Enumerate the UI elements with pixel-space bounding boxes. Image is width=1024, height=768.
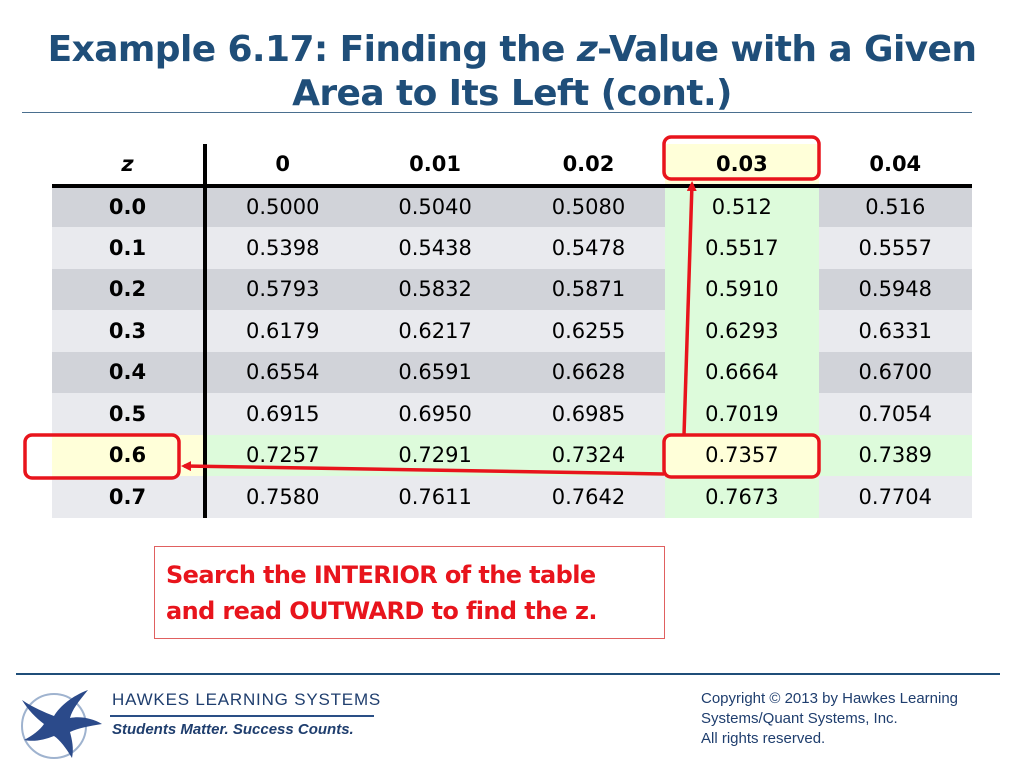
table-cell: 0.6179 xyxy=(205,310,359,352)
table-cell: 0.7611 xyxy=(358,476,512,518)
brand-name: HAWKES LEARNING SYSTEMS xyxy=(112,690,382,709)
table-row: 0.2 0.5793 0.5832 0.5871 0.5910 0.5948 xyxy=(52,268,972,310)
table-cell: 0.5793 xyxy=(205,268,359,310)
copyright-line-3: All rights reserved. xyxy=(701,730,826,747)
z-table: z 0 0.01 0.02 0.03 0.04 0.0 0.5000 0.5040 0… xyxy=(52,144,972,518)
table-cell: 0.6554 xyxy=(205,351,359,393)
table-cell: 0.6217 xyxy=(358,310,512,352)
slide-title: Example 6.17: Finding the z-Value with a… xyxy=(40,28,984,116)
table-cell: 0.5000 xyxy=(205,185,359,227)
table-cell: 0.5517 xyxy=(665,227,819,269)
brand-tagline: Students Matter. Success Counts. xyxy=(112,721,354,738)
table-cell: 0.6591 xyxy=(358,351,512,393)
row-z-label: 0.3 xyxy=(52,310,207,352)
table-cell: 0.6985 xyxy=(511,393,666,435)
table-cell: 0.6255 xyxy=(511,310,666,352)
table-cell: 0.5871 xyxy=(511,268,666,310)
table-cell: 0.7291 xyxy=(358,434,512,476)
table-cell: 0.6915 xyxy=(205,393,359,435)
title-line-2: Area to Its Left (cont.) xyxy=(292,73,732,114)
table-cell: 0.7642 xyxy=(511,476,666,518)
table-row: 0.1 0.5398 0.5438 0.5478 0.5517 0.5557 xyxy=(52,227,972,269)
brand-underline xyxy=(110,715,374,717)
table-cell: 0.5832 xyxy=(358,268,512,310)
table-row: 0.7 0.7580 0.7611 0.7642 0.7673 0.7704 xyxy=(52,476,972,518)
row-z-label: 0.7 xyxy=(52,476,207,518)
row-z-label: 0.4 xyxy=(52,351,207,393)
table-cell: 0.5478 xyxy=(511,227,666,269)
column-header: 0 xyxy=(205,144,359,186)
row-z-label: 0.1 xyxy=(52,227,207,269)
title-z-variable: z xyxy=(576,29,598,70)
row-z-label: 0.2 xyxy=(52,268,207,310)
column-header: 0.02 xyxy=(511,144,666,186)
z-column-header: z xyxy=(52,144,207,186)
z-table-header-row: z 0 0.01 0.02 0.03 0.04 xyxy=(52,144,972,186)
instruction-callout: Search the INTERIOR of the table and rea… xyxy=(154,546,665,639)
table-cell: 0.7019 xyxy=(665,393,819,435)
table-cell: 0.7257 xyxy=(205,434,359,476)
copyright-notice: Copyright © 2013 by Hawkes Learning Syst… xyxy=(701,689,1001,749)
table-row: 0.4 0.6554 0.6591 0.6628 0.6664 0.6700 xyxy=(52,351,972,393)
table-cell: 0.5910 xyxy=(665,268,819,310)
table-cell: 0.7324 xyxy=(511,434,666,476)
row-z-label: 0.0 xyxy=(52,185,207,227)
table-cell: 0.6293 xyxy=(665,310,819,352)
title-divider xyxy=(22,112,972,113)
column-header: 0.01 xyxy=(358,144,512,186)
title-line-1: Example 6.17: Finding the z-Value with a… xyxy=(47,29,977,70)
table-cell: 0.6700 xyxy=(818,351,972,393)
table-cell: 0.512 xyxy=(665,185,819,227)
eagle-logo-icon xyxy=(21,690,102,759)
table-cell: 0.5398 xyxy=(205,227,359,269)
callout-line-2: and read OUTWARD to find the z. xyxy=(166,597,598,625)
table-cell: 0.7673 xyxy=(665,476,819,518)
table-cell: 0.7580 xyxy=(205,476,359,518)
table-cell: 0.7704 xyxy=(818,476,972,518)
copyright-line-1: Copyright © 2013 by Hawkes Learning xyxy=(701,690,959,707)
table-cell: 0.6628 xyxy=(511,351,666,393)
table-cell: 0.7357 xyxy=(665,434,819,476)
copyright-line-2: Systems/Quant Systems, Inc. xyxy=(701,710,898,727)
table-cell: 0.6664 xyxy=(665,351,819,393)
table-cell: 0.516 xyxy=(818,185,972,227)
table-cell: 0.5080 xyxy=(511,185,666,227)
table-cell: 0.5948 xyxy=(818,268,972,310)
table-cell: 0.7389 xyxy=(818,434,972,476)
column-header-highlighted: 0.03 xyxy=(665,144,819,186)
table-cell: 0.5557 xyxy=(818,227,972,269)
table-cell: 0.5438 xyxy=(358,227,512,269)
footer-divider xyxy=(16,673,1000,675)
table-row-highlighted: 0.6 0.7257 0.7291 0.7324 0.7357 0.7389 xyxy=(52,434,972,476)
table-row: 0.5 0.6915 0.6950 0.6985 0.7019 0.7054 xyxy=(52,393,972,435)
table-cell: 0.7054 xyxy=(818,393,972,435)
table-cell: 0.6950 xyxy=(358,393,512,435)
row-z-label: 0.5 xyxy=(52,393,207,435)
column-header: 0.04 xyxy=(818,144,972,186)
callout-line-1: Search the INTERIOR of the table xyxy=(166,561,596,589)
row-z-label: 0.6 xyxy=(52,434,207,476)
table-row: 0.3 0.6179 0.6217 0.6255 0.6293 0.6331 xyxy=(52,310,972,352)
table-row: 0.0 0.5000 0.5040 0.5080 0.512 0.516 xyxy=(52,185,972,227)
table-cell: 0.5040 xyxy=(358,185,512,227)
table-cell: 0.6331 xyxy=(818,310,972,352)
